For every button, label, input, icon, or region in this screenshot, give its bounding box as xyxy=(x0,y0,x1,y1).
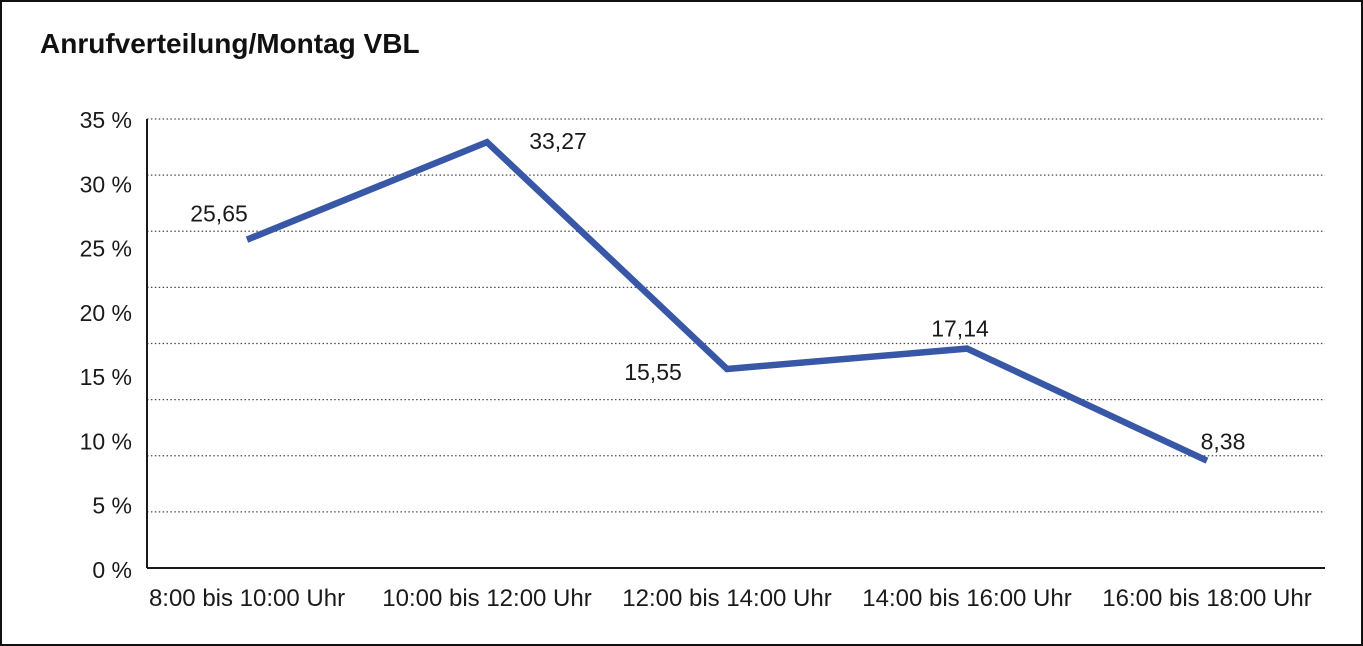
x-tick-label: 10:00 bis 12:00 Uhr xyxy=(382,585,591,612)
y-tick-label: 30 % xyxy=(80,171,132,197)
chart-title: Anrufverteilung/Montag VBL xyxy=(40,28,420,59)
x-tick-label: 12:00 bis 14:00 Uhr xyxy=(622,585,831,612)
x-tick-label: 14:00 bis 16:00 Uhr xyxy=(862,585,1071,612)
data-label: 8,38 xyxy=(1201,429,1246,455)
data-label: 25,65 xyxy=(190,201,248,227)
y-tick-label: 20 % xyxy=(80,300,132,326)
y-tick-label: 35 % xyxy=(80,107,132,133)
y-tick-label: 15 % xyxy=(80,364,132,390)
data-label: 15,55 xyxy=(624,359,682,385)
y-tick-label: 10 % xyxy=(80,428,132,454)
y-tick-label: 25 % xyxy=(80,236,132,262)
data-label: 17,14 xyxy=(931,316,989,342)
x-tick-label: 16:00 bis 18:00 Uhr xyxy=(1102,585,1311,612)
data-label: 33,27 xyxy=(529,128,587,154)
y-tick-label: 5 % xyxy=(92,493,132,519)
series-line xyxy=(245,138,1209,464)
x-tick-label: 8:00 bis 10:00 Uhr xyxy=(149,585,345,612)
y-tick-label: 0 % xyxy=(92,557,132,583)
